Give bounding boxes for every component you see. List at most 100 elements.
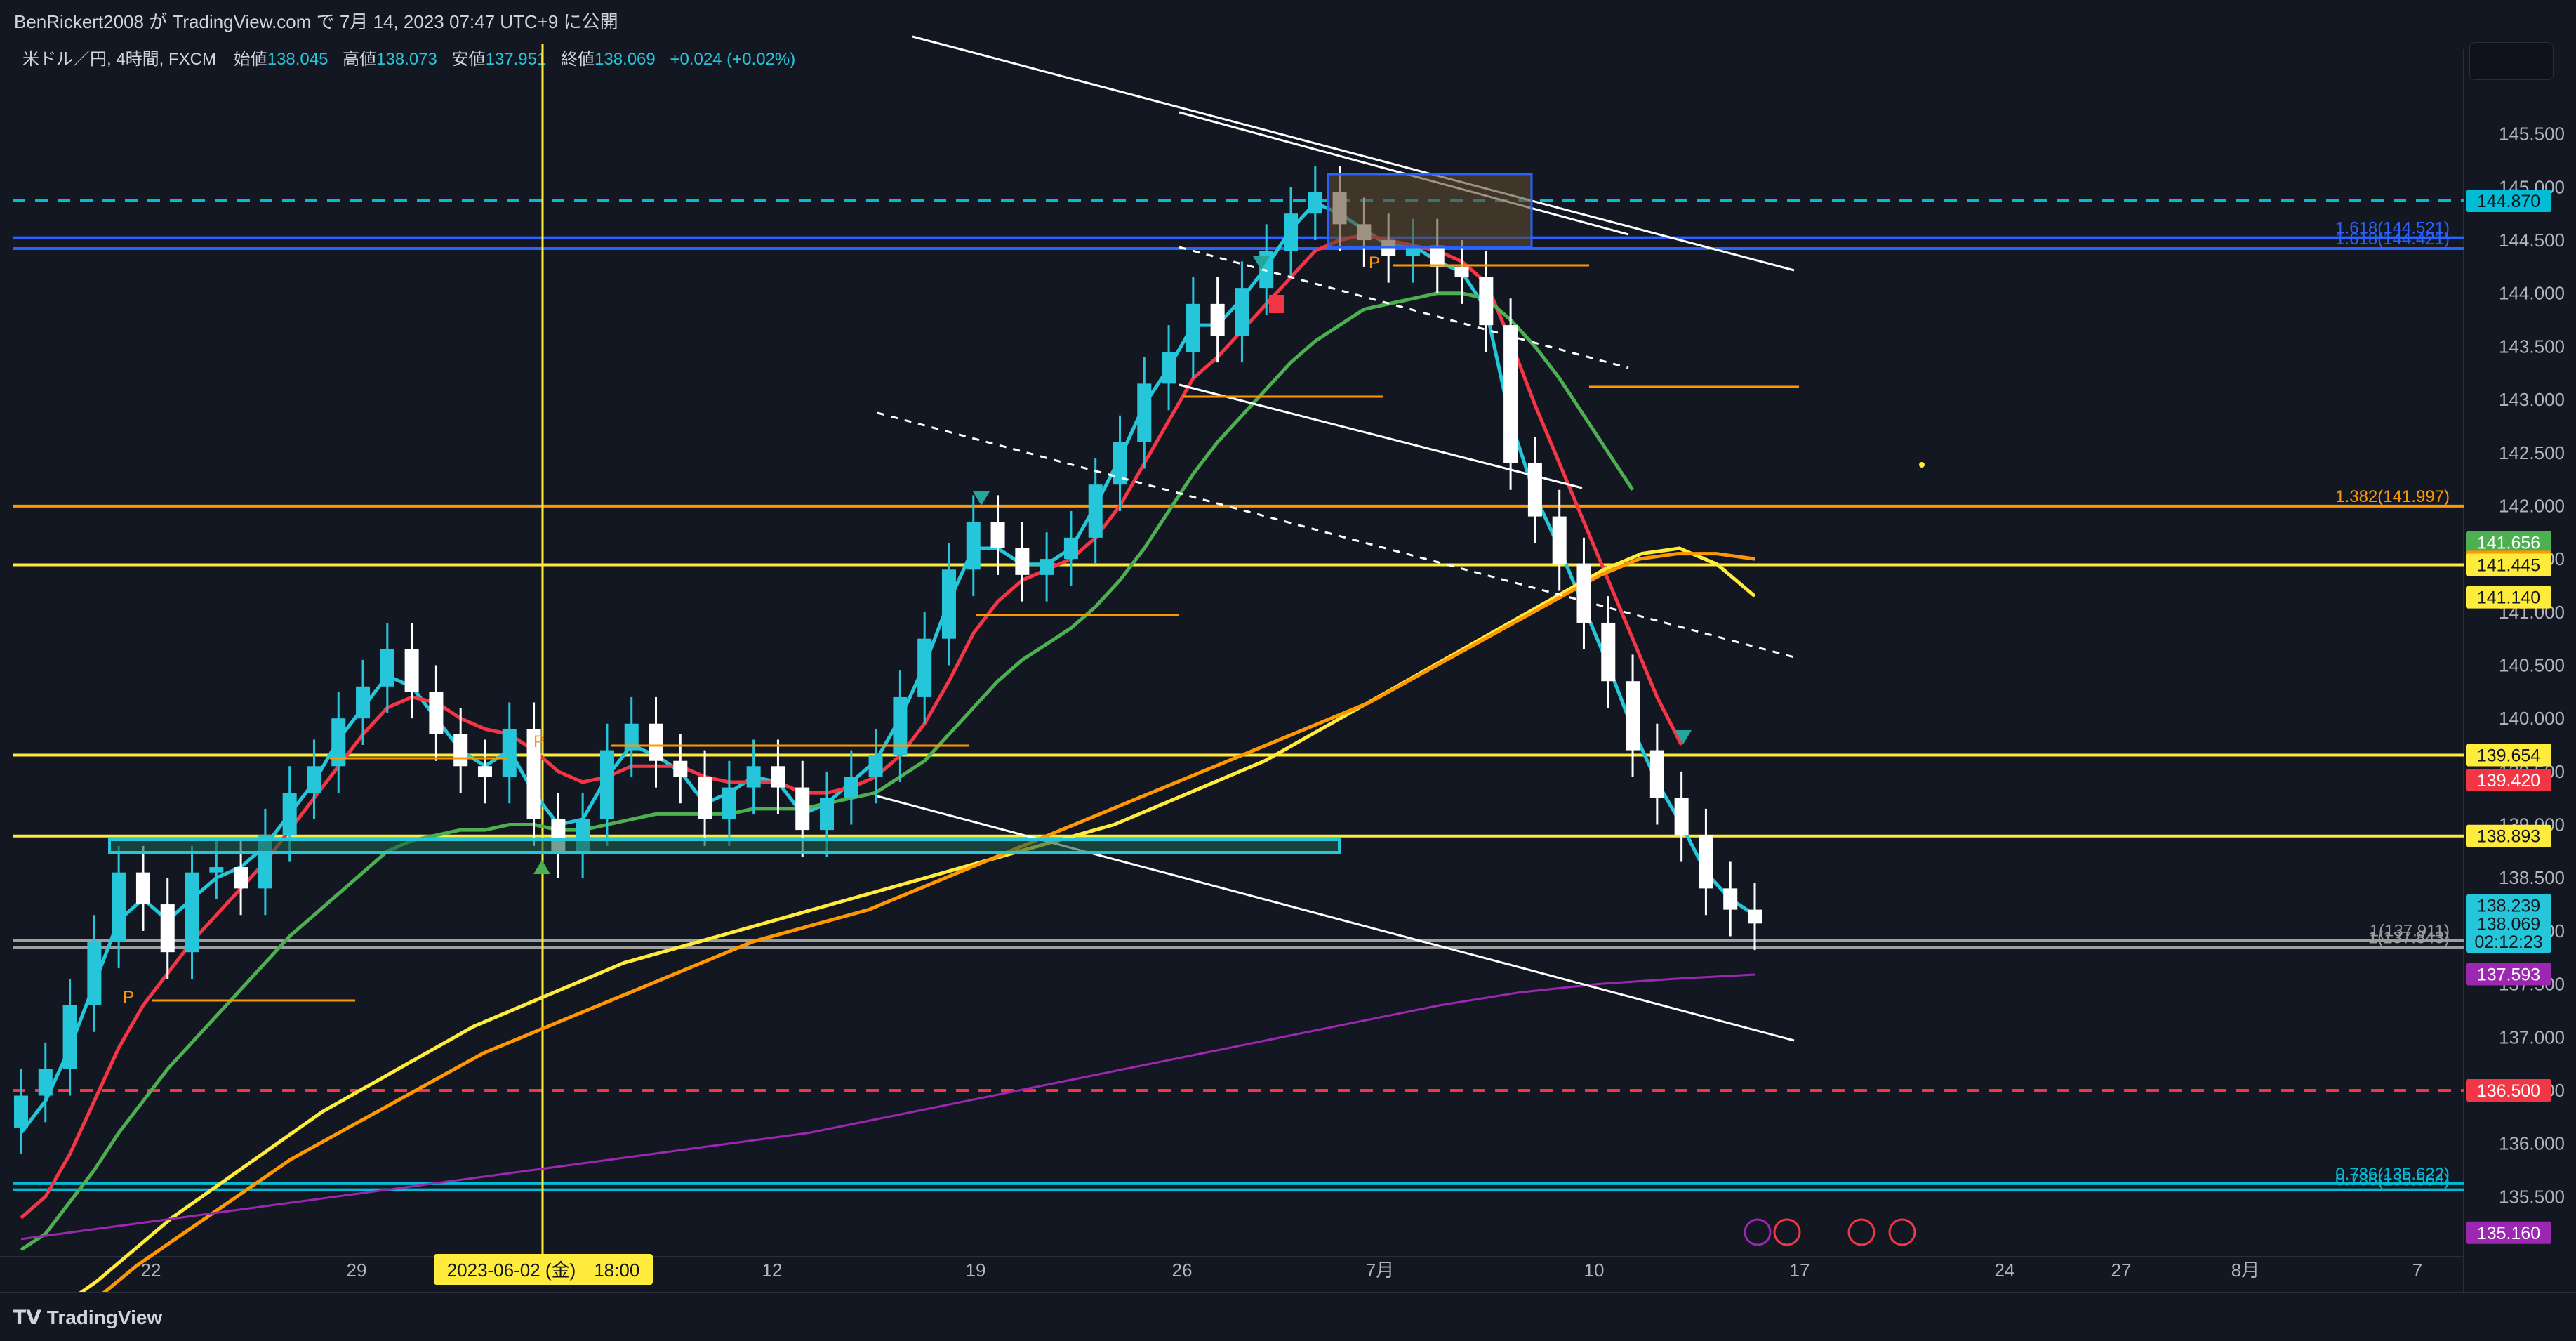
candle-body (380, 649, 394, 687)
candle-body (1601, 622, 1616, 682)
candle-body (160, 904, 175, 953)
y-tick-label: 142.000 (2499, 495, 2565, 516)
candle-body (1186, 303, 1200, 352)
publish-info: BenRickert2008 が TradingView.com で 7月 14… (14, 11, 618, 32)
level-label: 0.786(135.622) (2335, 1165, 2450, 1184)
price-tag (2466, 824, 2551, 847)
pivot-label: P (533, 732, 545, 751)
level-label: 1.618(144.421) (2335, 230, 2450, 249)
ma-line (32, 552, 1755, 1341)
candle-body (1699, 835, 1713, 889)
y-tick-label: 144.000 (2499, 283, 2565, 304)
price-tag-label: 135.160 (2477, 1224, 2540, 1243)
signal-arrow-icon (973, 491, 990, 506)
chart-settings-button[interactable] (2469, 42, 2554, 80)
candle-body (356, 686, 371, 719)
candle-body (1040, 559, 1054, 575)
price-tag (2466, 744, 2551, 767)
legend-close: 138.069 (595, 50, 656, 69)
candle-body (941, 569, 956, 639)
x-tick-label: 8月 (2231, 1260, 2259, 1281)
candle-body (185, 872, 199, 953)
x-tick-label: 17 (1790, 1260, 1810, 1281)
candle-body (1576, 564, 1591, 623)
signal-arrow-icon (1253, 256, 1270, 270)
candle-body (429, 692, 444, 734)
level-label: 1(137.911) (2370, 921, 2450, 940)
event-icon (1744, 1218, 1772, 1246)
x-tick-label: 27 (2111, 1260, 2132, 1281)
level-label: 1.382(141.997) (2335, 487, 2450, 506)
price-tag-label: 02:12:23 (2474, 932, 2542, 952)
y-tick-label: 142.500 (2499, 442, 2565, 463)
x-tick-label: 7月 (1366, 1260, 1394, 1281)
y-tick-label: 143.500 (2499, 336, 2565, 357)
x-tick-label: 19 (966, 1260, 986, 1281)
candle-body (1088, 484, 1103, 538)
price-tag (2466, 1221, 2551, 1244)
x-tick-label: 26 (1172, 1260, 1193, 1281)
y-tick-label: 137.000 (2499, 1026, 2565, 1048)
candle-body (868, 755, 883, 777)
price-tag (2466, 768, 2551, 791)
y-tick-label: 144.500 (2499, 230, 2565, 251)
tv-logo-icon: 𝗧𝗩 (13, 1307, 41, 1328)
price-tag-label: 144.870 (2477, 192, 2540, 211)
candle-body (1210, 303, 1225, 336)
candle-body (38, 1069, 53, 1096)
candle-body (1162, 351, 1176, 384)
trend-line (912, 35, 1795, 272)
candle-body (1015, 548, 1030, 575)
x-tick-label: 10 (1584, 1260, 1605, 1281)
price-tag (2466, 1078, 2551, 1102)
price-tag-label: 137.593 (2477, 965, 2540, 985)
level-label: 1(137.843) (2368, 929, 2450, 948)
candle-body (1626, 681, 1640, 751)
candle-body (599, 750, 614, 819)
signal-arrow-icon (1675, 730, 1692, 744)
candle-body (307, 766, 321, 793)
price-tag-label: 141.140 (2477, 588, 2540, 608)
legend-close-label: 終値 (561, 50, 595, 69)
candle-body (526, 729, 541, 819)
x-tick-label: 7 (2412, 1260, 2422, 1281)
price-tag (2466, 894, 2551, 917)
candle-body (1235, 288, 1249, 336)
crosshair-date-badge (434, 1254, 653, 1285)
price-tag-label: 136.500 (2477, 1081, 2540, 1101)
candle-body (135, 872, 150, 905)
y-tick-label: 145.500 (2499, 124, 2565, 145)
candle-body (698, 777, 712, 819)
candle-body (1284, 213, 1299, 251)
legend-open-label: 始値 (233, 50, 267, 69)
range-box (108, 838, 1341, 854)
candle-body (62, 1005, 77, 1069)
legend-high-label: 高値 (343, 50, 377, 69)
pivot-label: P (1369, 253, 1380, 272)
y-tick-label: 140.500 (2499, 655, 2565, 676)
legend-change: +0.024 (+0.02%) (670, 50, 796, 69)
x-tick-label: 12 (762, 1260, 783, 1281)
trend-line-dashed (877, 411, 1795, 659)
y-tick-label: 136.000 (2499, 1133, 2565, 1154)
price-tag (2466, 531, 2551, 554)
price-tag (2466, 586, 2551, 609)
candle-body (1137, 383, 1152, 442)
price-tag (2466, 553, 2551, 576)
candle-body (453, 734, 468, 767)
candle-body (209, 867, 224, 873)
candle-body (722, 787, 736, 819)
tradingview-logo[interactable]: 𝗧𝗩 TradingView (13, 1306, 162, 1329)
candle-body (673, 760, 688, 777)
price-tag (2466, 912, 2551, 935)
candle-body (893, 696, 908, 756)
x-tick-label: 22 (141, 1260, 161, 1281)
candle-body (1430, 245, 1445, 267)
candle-body (87, 942, 102, 1005)
legend-high: 138.073 (376, 50, 437, 69)
crosshair-date-label: 2023-06-02 (金) 18:00 (447, 1260, 640, 1281)
price-tag-label: 138.893 (2477, 827, 2540, 847)
candle-body (1113, 442, 1127, 485)
